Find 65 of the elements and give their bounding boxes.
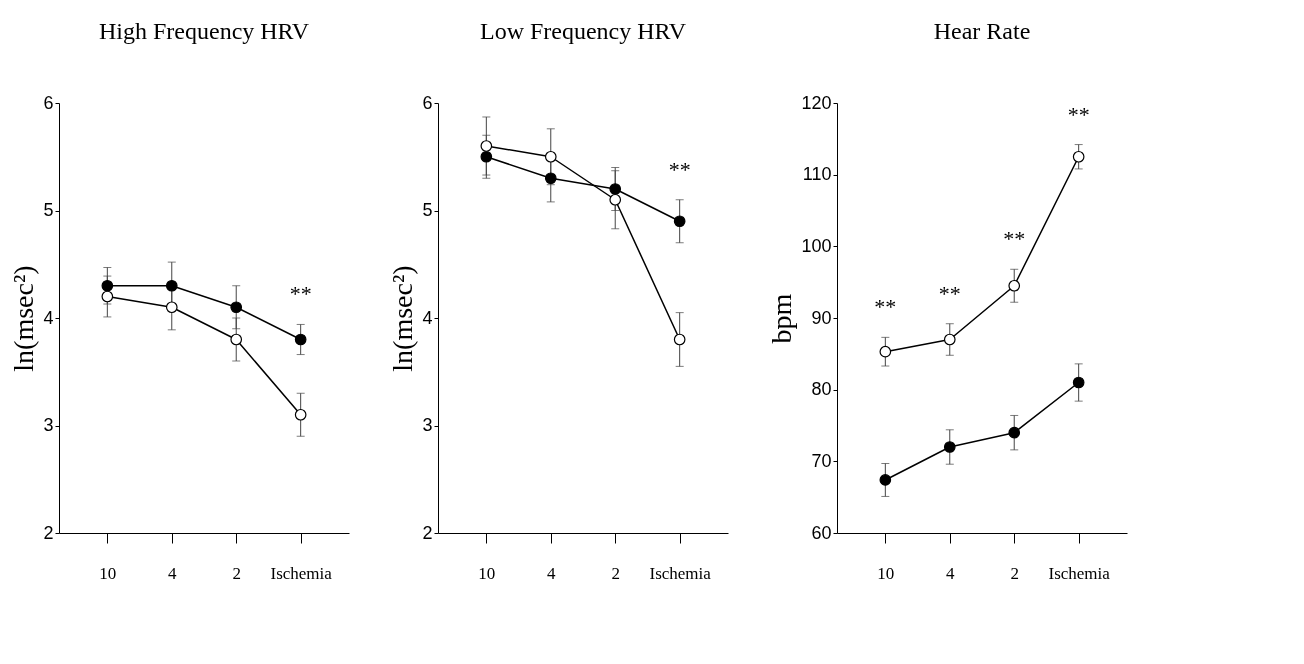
chart-title: High Frequency HRV xyxy=(98,18,310,44)
y-tick-label: 2 xyxy=(43,522,54,543)
point xyxy=(230,301,243,314)
point xyxy=(1072,376,1085,389)
y-tick-label: 100 xyxy=(801,235,832,256)
point xyxy=(294,333,307,346)
x-tick-label: Ischemia xyxy=(1048,563,1111,583)
point xyxy=(1072,150,1085,163)
point xyxy=(544,172,557,185)
chart-title: Hear Rate xyxy=(933,18,1031,44)
point xyxy=(230,333,243,346)
point xyxy=(480,150,493,163)
x-tick-label: 2 xyxy=(1010,563,1019,583)
point xyxy=(943,441,956,453)
y-tick-label: 2 xyxy=(422,522,433,543)
point xyxy=(673,215,686,228)
x-tick-label: 4 xyxy=(168,563,178,583)
annotation: ** xyxy=(289,281,312,307)
annotation: ** xyxy=(1067,101,1090,127)
y-tick-label: 6 xyxy=(43,92,54,113)
point xyxy=(1008,279,1021,292)
x-tick-label: 10 xyxy=(99,563,117,583)
point xyxy=(1008,426,1021,439)
point xyxy=(609,183,622,195)
x-tick-label: 4 xyxy=(946,563,956,583)
y-tick-label: 60 xyxy=(811,522,832,543)
point xyxy=(165,279,178,292)
x-tick-label: 10 xyxy=(478,563,496,583)
annotation: ** xyxy=(668,156,691,182)
y-tick-label: 3 xyxy=(43,415,54,435)
y-tick-label: 110 xyxy=(802,164,832,185)
point xyxy=(673,333,686,346)
x-tick-label: Ischemia xyxy=(270,563,333,583)
y-tick-label: 5 xyxy=(422,200,433,220)
y-tick-label: 4 xyxy=(422,307,433,328)
x-tick-label: 2 xyxy=(232,563,241,583)
point xyxy=(943,333,956,346)
y-tick-label: 5 xyxy=(43,200,54,220)
x-tick-label: 10 xyxy=(877,563,895,583)
y-tick-label: 70 xyxy=(811,450,832,471)
x-tick-label: 2 xyxy=(611,563,620,583)
point xyxy=(165,301,178,314)
point xyxy=(609,193,622,206)
y-tick-label: 4 xyxy=(43,307,54,328)
x-tick-label: Ischemia xyxy=(649,563,712,583)
y-axis-title: ln(msec²) xyxy=(387,265,419,372)
annotation: ** xyxy=(938,280,961,306)
chart-title: Low Frequency HRV xyxy=(479,18,687,44)
point xyxy=(294,408,307,421)
y-tick-label: 90 xyxy=(811,307,832,328)
y-tick-label: 80 xyxy=(811,379,832,400)
x-tick-label: 4 xyxy=(547,563,557,583)
point xyxy=(101,290,114,303)
annotation: ** xyxy=(1003,226,1026,252)
point xyxy=(480,140,493,152)
y-axis-title: bpm xyxy=(766,293,798,344)
y-tick-label: 120 xyxy=(801,92,832,113)
y-tick-label: 6 xyxy=(422,92,433,113)
y-axis-title: ln(msec²) xyxy=(8,265,40,372)
point xyxy=(101,279,114,292)
point xyxy=(879,345,892,358)
point xyxy=(544,150,557,163)
point xyxy=(879,474,892,486)
y-tick-label: 3 xyxy=(422,415,433,435)
annotation: ** xyxy=(874,294,897,320)
